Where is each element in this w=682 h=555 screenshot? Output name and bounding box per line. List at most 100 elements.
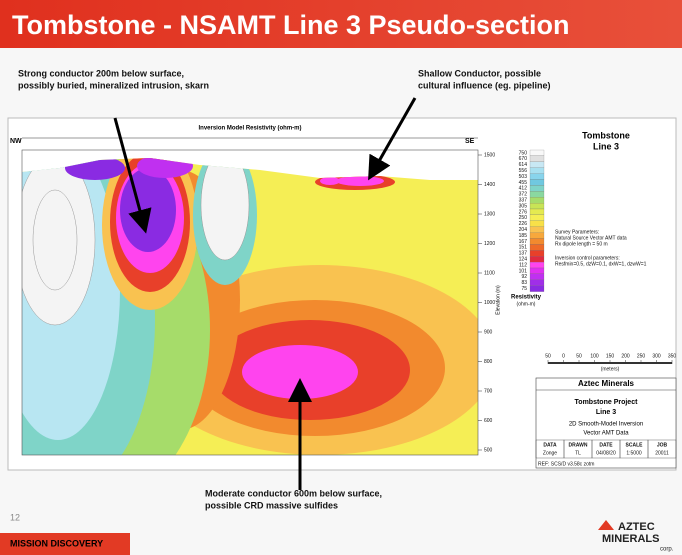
legend-label: 204: [519, 227, 528, 233]
legend-label: 124: [519, 257, 528, 263]
legend-label: 503: [519, 174, 528, 180]
legend-swatch: [529, 250, 545, 257]
legend-swatch: [529, 214, 545, 221]
se-label: SE: [465, 138, 475, 145]
legend-label: 276: [519, 209, 528, 215]
legend-swatch: [529, 262, 545, 269]
scale-label: 0: [562, 353, 565, 359]
annotation-bottom: Moderate conductor 600m below surface, po…: [205, 488, 382, 510]
scale-label: 50: [545, 353, 551, 359]
parameter-text: Survey Parameters:: [555, 229, 599, 235]
block-value: 20011: [655, 450, 669, 456]
legend-swatch: [529, 226, 545, 233]
scale-label: 150: [606, 353, 615, 359]
block-header: JOB: [657, 442, 668, 448]
block-company: Aztec Minerals: [578, 379, 635, 388]
annotation-right: Shallow Conductor, possible cultural infl…: [418, 68, 551, 90]
block-value: TL: [575, 450, 581, 456]
title-block: [535, 377, 677, 469]
scale-unit: (meters): [601, 366, 620, 372]
block-header: DATE: [599, 442, 613, 448]
legend-swatch: [529, 267, 545, 275]
block-value: Zonge: [543, 450, 557, 456]
scale-label: 100: [590, 353, 599, 359]
tick-label: 700: [484, 388, 493, 394]
block-method: 2D Smooth-Model Inversion: [569, 422, 643, 428]
footer-tag: MISSION DISCOVERY: [10, 538, 103, 548]
slide-title: Tombstone - NSAMT Line 3 Pseudo-section: [12, 10, 570, 40]
arrow: [113, 117, 152, 234]
panel-title: Line 3: [593, 141, 619, 151]
legend-label: 101: [519, 268, 528, 274]
legend-label: 137: [519, 251, 528, 257]
legend-label: 112: [519, 262, 527, 268]
legend-swatch: [529, 179, 545, 186]
parameters: Survey Parameters:Natural Source Vector …: [555, 229, 647, 267]
legend-swatch: [529, 220, 545, 227]
logo-text: AZTEC: [618, 521, 655, 533]
tick-label: 900: [484, 329, 493, 335]
annotation-left: Strong conductor 200m below surface, poss…: [18, 68, 209, 90]
scale-label: 250: [637, 353, 646, 359]
legend-label: 75: [521, 286, 527, 292]
legend-label: 670: [519, 156, 528, 162]
block-header: SCALE: [626, 442, 644, 448]
legend-label: 185: [519, 233, 528, 239]
tick-label: 500: [484, 447, 493, 453]
parameter-text: Resfmin=0.5, dzW=0.1, dxW=1, dzwW=1: [555, 261, 647, 267]
block-value: 1:5000: [626, 450, 642, 456]
legend-label: 412: [519, 186, 528, 192]
legend-swatch: [529, 149, 545, 157]
annotation-text: possible CRD massive sulfides: [205, 500, 338, 510]
legend-label: 167: [519, 239, 528, 245]
scale-bar: 50 0 50 100 150 200 250 300 350 (meters): [545, 353, 676, 372]
annotation-text: possibly buried, mineralized intrusion, …: [18, 80, 209, 90]
elevation-label: Elevation (m): [495, 285, 501, 315]
tick-label: 1200: [484, 241, 495, 247]
scale-bar-line: [548, 362, 672, 364]
legend-swatch: [529, 197, 545, 204]
block-header: DATA: [543, 442, 557, 448]
annotation-text: Strong conductor 200m below surface,: [18, 68, 184, 78]
scale-label: 350: [668, 353, 677, 359]
legend-swatch: [529, 203, 545, 210]
legend-title: Resistivity: [511, 295, 542, 301]
legend-label: 83: [521, 280, 527, 286]
elevation-axis: 1500 1400 1300 1200 1100 1000 900 800 700 600 500: [478, 152, 495, 453]
tick-label: 1500: [484, 152, 495, 158]
scale-label: 50: [576, 353, 582, 359]
tick-label: 1100: [484, 270, 495, 276]
block-data: Vector AMT Data: [583, 431, 629, 437]
logo-text: MINERALS: [602, 533, 659, 545]
legend-swatch: [529, 244, 545, 251]
legend-swatch: [529, 256, 545, 263]
scale-label: 300: [652, 353, 661, 359]
legend-swatch: [529, 273, 545, 280]
logo-mark: [598, 520, 614, 530]
legend-swatch: [529, 232, 545, 239]
resistivity-section: [22, 158, 478, 455]
block-header: DRAWN: [569, 442, 588, 448]
tick-label: 1000: [484, 300, 495, 306]
arrow: [368, 97, 417, 181]
parameter-text: Rx dipole length = 50 m: [555, 241, 608, 247]
tick-label: 600: [484, 418, 493, 424]
legend: 7506706145565034554123723373052762502262…: [519, 149, 545, 292]
scale-label: 200: [621, 353, 630, 359]
tick-label: 800: [484, 359, 493, 365]
tick-label: 1400: [484, 182, 495, 188]
parameter-text: Inversion control parameters:: [555, 255, 620, 261]
block-ref: REF: SCS/D v3.58c zotm: [538, 461, 594, 467]
figure-title: Inversion Model Resistivity (ohm-m): [198, 126, 301, 132]
block-project: Tombstone Project: [575, 399, 639, 406]
legend-swatch: [529, 238, 545, 245]
block-cell: [647, 439, 677, 459]
legend-swatch: [529, 208, 545, 216]
tick-label: 1300: [484, 211, 495, 217]
legend-label: 250: [519, 215, 528, 221]
annotation-text: cultural influence (eg. pipeline): [418, 80, 551, 90]
legend-label: 614: [519, 162, 528, 168]
legend-label: 556: [519, 168, 528, 174]
legend-label: 92: [521, 274, 527, 280]
